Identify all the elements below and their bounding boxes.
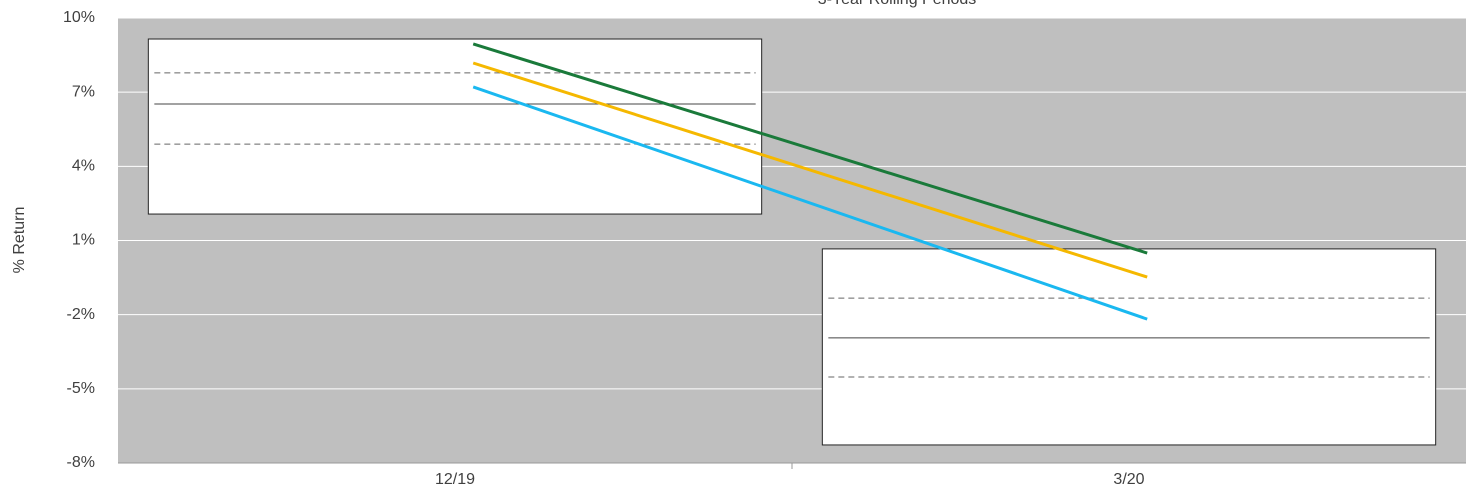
range-box [821,248,1437,446]
y-tick-label: 10% [63,9,95,26]
y-tick-label: -8% [67,454,95,471]
y-tick-label: 7% [72,83,95,100]
y-tick-label: 1% [72,232,95,249]
chart-title: 3-Year Rolling Periods [818,0,977,8]
x-tick-label: 3/20 [1113,471,1144,488]
range-box [147,38,763,215]
series-line [472,42,1148,255]
y-tick-label: -2% [67,306,95,323]
y-tick-label: 4% [72,158,95,175]
y-tick-label: -5% [67,380,95,397]
series-line [472,61,1148,279]
series-line [472,85,1148,321]
y-axis-label: % Return [11,207,28,274]
x-tick-label: 12/19 [435,471,475,488]
